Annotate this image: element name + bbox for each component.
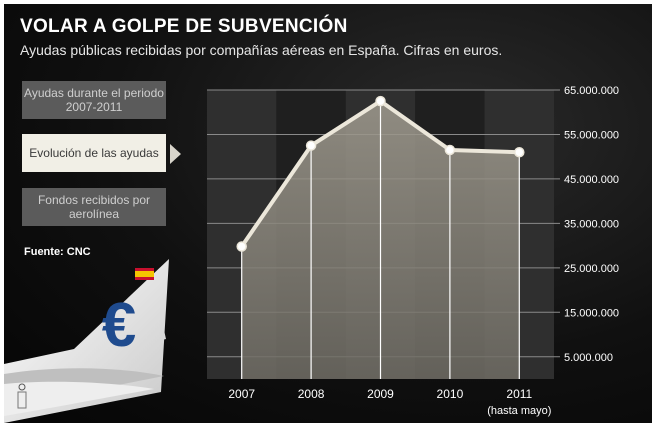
y-tick-label: 15.000.000 [564,307,619,319]
x-tick-label: 2007 [228,387,255,401]
x-tick-label: 2011 [506,387,532,401]
y-tick-label: 45.000.000 [564,174,619,186]
active-pointer-icon [170,144,181,164]
x-tick-label: 2009 [367,387,394,401]
menu-evolucion-button[interactable]: Evolución de las ayudas [22,134,166,172]
y-tick-label: 55.000.000 [564,129,619,141]
chart-data-point [375,95,386,107]
x-tick-label: 2010 [437,387,464,401]
infographic: VOLAR A GOLPE DE SUBVENCIÓN Ayudas públi… [4,4,652,423]
menu-fondos-aerolinea-button[interactable]: Fondos recibidos por aerolínea [22,188,166,226]
y-tick-label: 5.000.000 [564,352,613,364]
x-tick-note: (hasta mayo) [487,405,551,417]
y-tick-label: 65.000.000 [564,85,619,97]
page-subtitle: Ayudas públicas recibidas por compañías … [20,42,503,58]
chart-data-point [514,146,525,158]
euro-logo-icon: € [102,291,136,360]
chart-data-point [444,144,456,156]
menu-ayudas-periodo-button[interactable]: Ayudas durante el periodo 2007-2011 [22,81,166,119]
page-title: VOLAR A GOLPE DE SUBVENCIÓN [20,16,348,37]
x-tick-label: 2008 [298,387,325,401]
chart-data-point [236,241,247,252]
airplane-illustration: € [4,259,169,423]
y-tick-label: 25.000.000 [564,263,619,275]
chart-data-point [305,140,317,151]
source-note: Fuente: CNC [24,246,91,258]
chart: 5.000.000 15.000.000 25.000.000 35.000.000 4… [4,85,619,423]
y-tick-label: 35.000.000 [564,218,619,230]
